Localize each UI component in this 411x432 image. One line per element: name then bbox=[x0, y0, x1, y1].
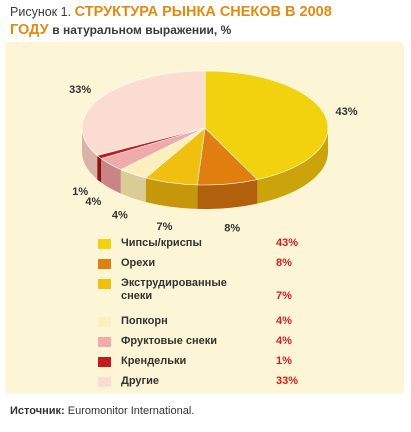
legend-swatch bbox=[98, 337, 111, 347]
data-label-крендельки: 1% bbox=[72, 186, 88, 198]
data-label-фруктовые-снеки: 4% bbox=[85, 196, 101, 208]
pie-side-орехи bbox=[197, 179, 258, 209]
legend-swatch bbox=[98, 279, 111, 289]
data-label-попкорн: 4% bbox=[112, 209, 128, 221]
legend-label: Экструдированные снеки bbox=[121, 277, 227, 302]
legend-label: Чипсы/криспы bbox=[121, 237, 202, 249]
legend-value: 4% bbox=[276, 335, 292, 347]
legend-value: 33% bbox=[276, 375, 299, 387]
legend-label: Фруктовые снеки bbox=[121, 335, 218, 347]
source-text: Euromonitor International. bbox=[67, 405, 195, 417]
legend-label: Орехи bbox=[121, 257, 156, 269]
pie-side-другие bbox=[82, 128, 98, 180]
pie-side-крендельки bbox=[97, 155, 102, 183]
data-label-орехи: 8% bbox=[224, 223, 240, 235]
figure-number: Рисунок 1. bbox=[10, 5, 72, 19]
legend-label: Крендельки bbox=[121, 355, 187, 367]
pie-slice-чипсы-криспы bbox=[204, 70, 329, 180]
title-line-2: ГОДУ bbox=[10, 22, 49, 38]
chart-subtitle: в натуральном выражении, % bbox=[52, 23, 232, 37]
data-label-экструдированные-снеки: 7% bbox=[157, 221, 173, 233]
pie-side-попкорн bbox=[120, 169, 146, 202]
legend-value: 8% bbox=[276, 257, 292, 269]
legend-value: 7% bbox=[276, 290, 292, 302]
legend-label: Другие bbox=[121, 375, 159, 387]
legend-swatch bbox=[98, 239, 111, 249]
legend-swatch bbox=[98, 377, 111, 387]
pie-side-чипсы-криспы bbox=[257, 128, 328, 204]
legend-value: 43% bbox=[276, 237, 299, 249]
pie-slice-другие bbox=[81, 70, 206, 156]
pie-side-экструдированные-снеки bbox=[145, 177, 198, 209]
legend-label: Попкорн bbox=[121, 315, 168, 327]
data-label-чипсы-криспы: 43% bbox=[335, 106, 357, 118]
source-note: Источник: Euromonitor International. bbox=[10, 405, 194, 417]
chart-title: Рисунок 1. СТРУКТУРА РЫНКА СНЕКОВ В 2008… bbox=[10, 3, 405, 39]
legend-swatch bbox=[98, 259, 111, 269]
legend-value: 1% bbox=[276, 355, 292, 367]
source-label: Источник: bbox=[10, 405, 65, 417]
legend-value: 4% bbox=[276, 315, 292, 327]
data-label-другие: 33% bbox=[69, 84, 91, 96]
legend-swatch bbox=[98, 317, 111, 327]
legend-swatch bbox=[98, 357, 111, 367]
title-line-1: СТРУКТУРА РЫНКА СНЕКОВ В 2008 bbox=[74, 4, 332, 20]
